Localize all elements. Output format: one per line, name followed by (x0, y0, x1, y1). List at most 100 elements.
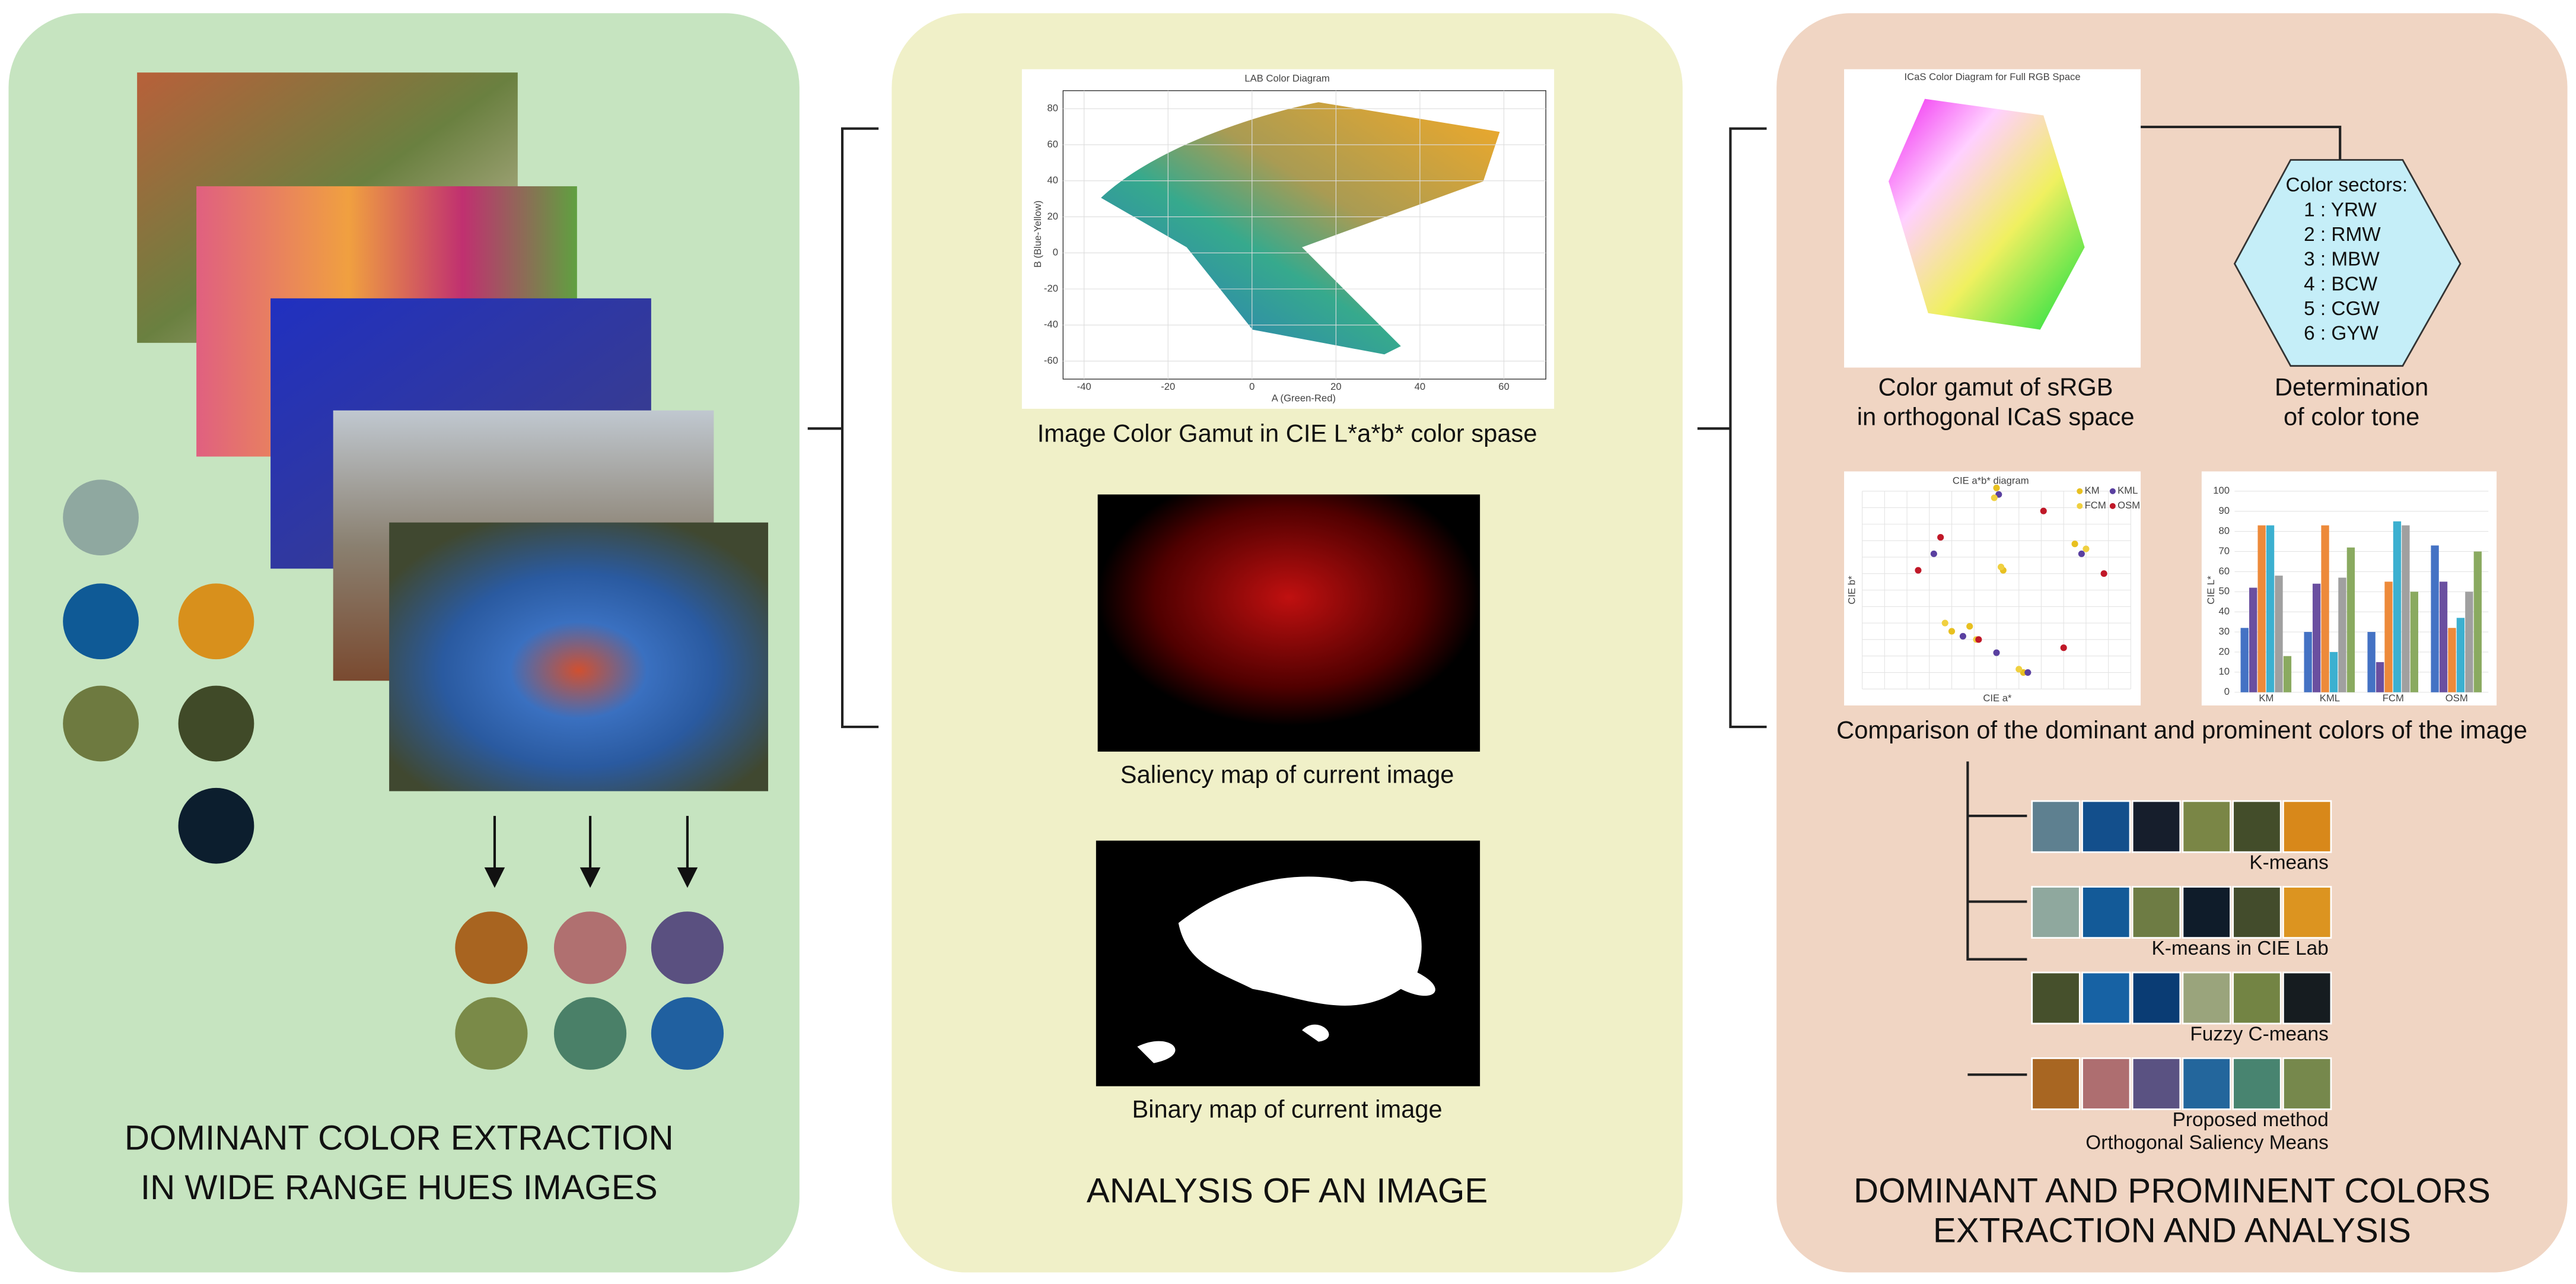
sector-hexagon (2233, 159, 2462, 367)
x-tick-label: OSM (2446, 692, 2468, 704)
brackets (807, 125, 2342, 1076)
result-swatch (651, 911, 724, 984)
y-tick-label: 30 (2219, 625, 2230, 637)
y-tick-label: 0 (2224, 686, 2230, 697)
palette-swatch (2182, 800, 2231, 853)
result-swatch (455, 911, 528, 984)
point (1941, 619, 1948, 627)
chart-title: ICaS Color Diagram for Full RGB Space (1904, 71, 2080, 82)
palette-label: K-means in CIE Lab (2152, 937, 2329, 959)
sectors-title: Color sectors: (2286, 174, 2408, 196)
plot-frame (1062, 90, 1546, 380)
palette-swatch (2182, 1057, 2231, 1110)
result-swatch (553, 997, 627, 1070)
point (2015, 666, 2023, 673)
sector-item: 4 : BCW (2304, 273, 2378, 295)
caption: in orthogonal ICaS space (1857, 403, 2135, 431)
caption: Saliency map of current image (1120, 760, 1454, 788)
point (2040, 507, 2047, 514)
point (1997, 564, 2005, 571)
axis-label: CIE a* (1983, 692, 2012, 704)
y-tick-label: 40 (2219, 606, 2230, 617)
sector-item: 6 : GYW (2304, 323, 2378, 345)
axis-label: A (Green-Red) (1272, 393, 1336, 404)
palette-swatch (2081, 1057, 2131, 1110)
color-swatch (63, 583, 139, 660)
palette-swatch (2282, 1057, 2332, 1110)
bar (2249, 587, 2257, 692)
axis-label: CIE b* (1846, 576, 1857, 605)
point (1948, 628, 1956, 635)
legend-label: KM (2085, 485, 2100, 496)
palette-swatch (2031, 1057, 2081, 1110)
sector-item: 1 : YRW (2304, 199, 2377, 221)
point (1937, 534, 1944, 541)
y-tick-label: 20 (1047, 211, 1058, 222)
palette-label: K-means (2249, 851, 2328, 873)
y-tick-label: 100 (2213, 485, 2230, 496)
palette-swatch (2131, 800, 2182, 853)
bar (2321, 525, 2329, 692)
panel-title: DOMINANT COLOR EXTRACTION (125, 1119, 674, 1158)
legend-label: FCM (2085, 500, 2106, 511)
bar (2384, 581, 2393, 692)
y-tick-label: -60 (1044, 355, 1058, 366)
result-swatch (553, 911, 627, 984)
bar (2346, 547, 2355, 692)
panel-title: IN WIDE RANGE HUES IMAGES (141, 1168, 658, 1207)
y-tick-label: 90 (2219, 505, 2230, 516)
binary-blobs (1137, 876, 1435, 1063)
chart-title: CIE a*b* diagram (1953, 475, 2029, 487)
point (1930, 550, 1937, 557)
palette-swatch (2282, 886, 2332, 939)
axis-label: CIE L* (2205, 576, 2217, 605)
caption: Color gamut of sRGB (1878, 373, 2113, 401)
scatter-chart-bg (1844, 471, 2141, 705)
saliency-map (1097, 494, 1480, 752)
panel-title: EXTRACTION AND ANALYSIS (1933, 1211, 2411, 1250)
point (1993, 649, 2000, 656)
bar (2266, 525, 2275, 692)
bar (2410, 592, 2419, 692)
color-swatch (178, 583, 254, 660)
point (2078, 550, 2085, 557)
x-tick-label: 0 (1249, 381, 1254, 392)
y-tick-label: 50 (2219, 586, 2230, 597)
palette-swatch (2282, 971, 2332, 1025)
point (2083, 545, 2090, 552)
x-tick-label: 40 (1415, 381, 1426, 392)
x-tick-label: FCM (2383, 692, 2404, 704)
y-tick-label: 70 (2219, 545, 2230, 557)
palette-swatch (2232, 971, 2282, 1025)
bar (2376, 662, 2384, 692)
palette-swatch (2031, 886, 2081, 939)
gamut-cloud (1101, 102, 1500, 355)
point (1959, 633, 1966, 640)
color-swatch (63, 685, 139, 762)
bar (2283, 656, 2292, 692)
bar (2338, 577, 2346, 692)
bar (2456, 618, 2465, 692)
bar (2240, 628, 2249, 692)
point (2100, 570, 2107, 577)
legend-marker (2109, 503, 2116, 509)
palette-swatch (2232, 800, 2282, 853)
x-tick-label: -20 (1161, 381, 1175, 392)
y-tick-label: 80 (2219, 525, 2230, 536)
bar (2329, 651, 2338, 692)
point (1915, 567, 1922, 574)
palette-swatch (2131, 886, 2182, 939)
palette-swatch (2232, 1057, 2282, 1110)
caption: Binary map of current image (1132, 1095, 1442, 1123)
y-tick-label: 0 (1053, 247, 1058, 258)
x-tick-label: KM (2259, 692, 2273, 704)
palette-label: Orthogonal Saliency Means (2085, 1132, 2328, 1154)
palette-swatch (2182, 886, 2231, 939)
point (1993, 484, 2000, 491)
y-tick-label: 10 (2219, 666, 2230, 677)
y-tick-label: -40 (1044, 319, 1058, 330)
caption: Comparison of the dominant and prominent… (1836, 716, 2527, 743)
result-swatch (651, 997, 724, 1070)
result-swatch (455, 997, 528, 1070)
